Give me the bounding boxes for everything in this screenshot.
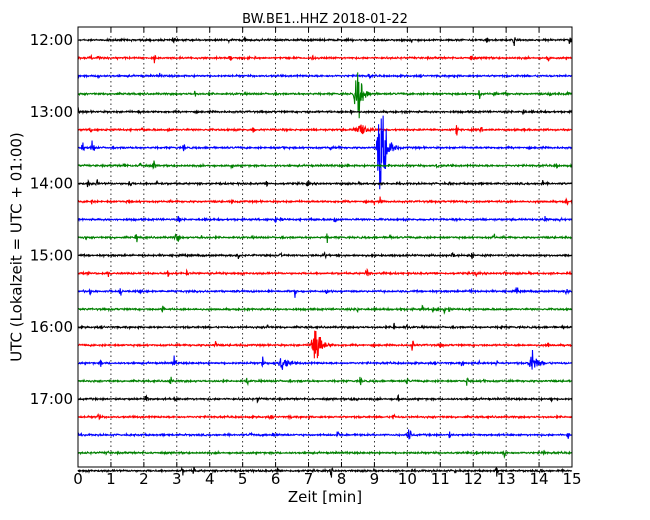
x-tick-label: 6 (271, 470, 281, 488)
trace-16 (77, 322, 573, 331)
y-tick-label: 14:00 (30, 175, 73, 193)
grid (110, 27, 540, 467)
trace-1 (77, 53, 573, 64)
trace-9 (77, 196, 573, 206)
y-tick-label: 12:00 (30, 31, 73, 49)
trace-5 (77, 124, 573, 136)
x-tick-label: 15 (562, 470, 581, 488)
x-tick-label: 12 (464, 470, 483, 488)
trace-7 (77, 160, 573, 170)
chart-title: BW.BE1..HHZ 2018-01-22 (242, 12, 408, 27)
trace-17 (77, 330, 573, 359)
y-axis: 12:00 13:00 14:00 15:00 16:00 17:00 (30, 31, 572, 408)
trace-24 (77, 466, 573, 478)
x-tick-label: 10 (398, 470, 417, 488)
trace-20 (77, 394, 573, 404)
x-tick-label: 13 (497, 470, 516, 488)
trace-8 (77, 178, 573, 188)
x-tick-label: 5 (238, 470, 248, 488)
trace-11 (77, 233, 573, 243)
trace-15 (77, 304, 573, 315)
trace-22 (77, 429, 573, 440)
y-tick-label: 16:00 (30, 318, 73, 336)
traces (77, 36, 573, 478)
x-tick-label: 14 (530, 470, 549, 488)
x-tick-label: 9 (370, 470, 380, 488)
x-tick-label: 0 (73, 470, 83, 488)
y-tick-label: 17:00 (30, 390, 73, 408)
trace-3 (77, 72, 573, 119)
x-tick-label: 1 (106, 470, 116, 488)
trace-21 (77, 413, 573, 421)
trace-6 (77, 115, 573, 190)
x-tick-label: 7 (304, 470, 314, 488)
x-axis: 0 1 2 3 4 5 6 7 8 9 10 11 12 13 14 15 (73, 27, 582, 488)
trace-13 (77, 267, 573, 278)
trace-4 (77, 106, 573, 116)
x-tick-label: 4 (205, 470, 215, 488)
y-axis-label: UTC (Lokalzeit = UTC + 01:00) (8, 132, 26, 362)
trace-12 (77, 251, 573, 260)
x-tick-label: 3 (172, 470, 182, 488)
trace-18 (77, 350, 573, 370)
y-tick-label: 15:00 (30, 246, 73, 264)
trace-2 (77, 72, 573, 80)
x-tick-label: 11 (431, 470, 450, 488)
x-tick-label: 2 (139, 470, 149, 488)
trace-0 (77, 36, 573, 46)
x-axis-label: Zeit [min] (288, 488, 362, 506)
trace-14 (77, 287, 573, 298)
y-tick-label: 13:00 (30, 103, 73, 121)
x-tick-label: 8 (337, 470, 347, 488)
trace-19 (77, 376, 573, 387)
plot-frame (77, 26, 573, 468)
trace-23 (77, 449, 573, 460)
trace-10 (77, 215, 573, 224)
